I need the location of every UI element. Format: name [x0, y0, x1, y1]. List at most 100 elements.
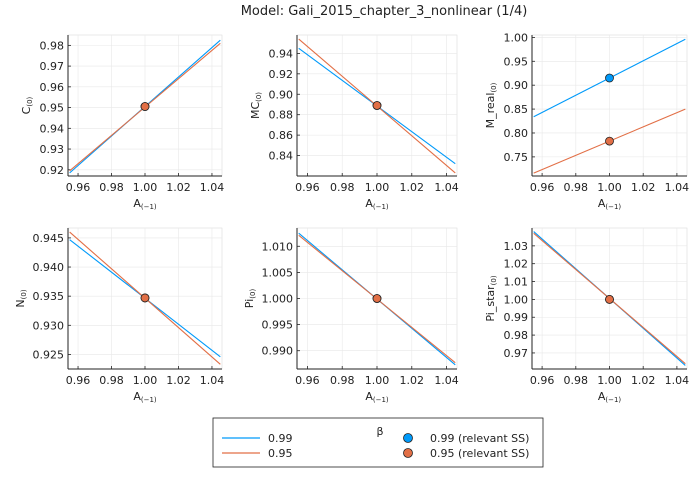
- x-tick-label: 1.02: [631, 374, 656, 387]
- legend-label: 0.99: [268, 432, 293, 445]
- x-tick-label: 0.98: [330, 181, 355, 194]
- legend-label: 0.95: [268, 447, 293, 460]
- subplot-c: 0.96 0.98 1.00 1.02 1.04 0.92 0.93 0.94 0.95 0.96…: [20, 34, 225, 211]
- y-tick-label: 0.925: [33, 348, 65, 361]
- subplot-mc: 0.96 0.98 1.00 1.02 1.04 0.84 0.86 0.88 0.90 0.92…: [249, 34, 459, 211]
- x-axis-label: A(−1): [598, 197, 622, 211]
- x-tick-label: 1.04: [434, 374, 459, 387]
- x-tick-label: 0.96: [66, 181, 91, 194]
- legend-entry: 0.95 (relevant SS): [403, 447, 529, 460]
- y-tick-label: 0.99: [504, 311, 529, 324]
- y-tick-label: 1.03: [504, 240, 529, 253]
- y-tick-label: 0.93: [40, 143, 65, 156]
- x-tick-label: 0.98: [330, 374, 355, 387]
- y-tick-label: 0.930: [33, 319, 65, 332]
- y-tick-label: 1.00: [504, 31, 529, 44]
- x-tick-label: 1.02: [166, 181, 191, 194]
- legend-entry: 0.95: [222, 447, 293, 460]
- x-axis-label: A(−1): [133, 390, 157, 404]
- x-axis-label: A(−1): [365, 197, 389, 211]
- y-axis-label: M_real(0): [484, 82, 498, 128]
- y-tick-label: 0.95: [504, 55, 529, 68]
- y-tick-label: 1.010: [262, 240, 294, 253]
- x-tick-label: 0.96: [295, 374, 320, 387]
- legend-entry: 0.99: [222, 432, 293, 445]
- steady-state-point: [372, 101, 382, 110]
- legend-label: 0.99 (relevant SS): [430, 432, 529, 445]
- y-tick-label: 0.88: [269, 109, 294, 122]
- y-tick-label: 0.97: [504, 347, 529, 360]
- legend: β 0.99 0.95 0.99 (relevant SS) 0.95 (releva…: [212, 417, 544, 468]
- y-tick-label: 0.98: [40, 39, 65, 52]
- steady-state-point: [372, 294, 382, 303]
- figure-title: Model: Gali_2015_chapter_3_nonlinear (1/…: [241, 4, 528, 19]
- x-tick-label: 1.04: [434, 181, 459, 194]
- y-tick-label: 0.96: [40, 81, 65, 94]
- x-tick-label: 1.00: [365, 181, 390, 194]
- subplot-n: 0.96 0.98 1.00 1.02 1.04 0.925 0.930 0.935 0.940…: [14, 227, 225, 404]
- x-tick-label: 1.04: [665, 374, 690, 387]
- y-tick-label: 0.85: [504, 103, 529, 116]
- y-tick-label: 0.935: [33, 290, 65, 303]
- y-tick-label: 0.86: [269, 129, 294, 142]
- y-tick-label: 0.95: [40, 102, 65, 115]
- y-tick-label: 0.990: [262, 345, 294, 358]
- x-tick-label: 1.04: [200, 374, 225, 387]
- y-axis-label: MC(0): [249, 92, 263, 119]
- y-tick-label: 0.90: [269, 88, 294, 101]
- y-axis-label: Pi_star(0): [484, 275, 498, 321]
- x-axis-label: A(−1): [598, 390, 622, 404]
- x-tick-label: 1.00: [597, 181, 622, 194]
- x-tick-label: 1.00: [133, 374, 158, 387]
- y-tick-label: 1.02: [504, 258, 529, 271]
- legend-title: β: [376, 425, 383, 438]
- legend-label: 0.95 (relevant SS): [430, 447, 529, 460]
- legend-marker-swatch: [403, 433, 413, 443]
- y-tick-label: 1.01: [504, 276, 529, 289]
- x-tick-label: 1.04: [665, 181, 690, 194]
- x-tick-label: 0.96: [530, 181, 555, 194]
- x-tick-label: 0.96: [66, 374, 91, 387]
- steady-state-point: [140, 293, 150, 303]
- x-tick-label: 0.98: [564, 181, 589, 194]
- y-tick-label: 0.97: [40, 60, 65, 73]
- legend-marker-swatch: [403, 448, 413, 458]
- steady-state-point: [605, 73, 614, 83]
- x-tick-label: 1.04: [200, 181, 225, 194]
- subplot-m-real: 0.96 0.98 1.00 1.02 1.04 0.75 0.80 0.85 0.90 0.95…: [484, 31, 689, 211]
- y-tick-label: 0.80: [504, 127, 529, 140]
- y-tick-label: 0.92: [269, 68, 294, 81]
- y-tick-label: 0.75: [504, 151, 529, 164]
- x-tick-label: 0.98: [564, 374, 589, 387]
- legend-entry: 0.99 (relevant SS): [403, 432, 529, 445]
- y-tick-label: 0.90: [504, 79, 529, 92]
- y-tick-label: 1.000: [262, 293, 294, 306]
- x-tick-label: 1.02: [166, 374, 191, 387]
- y-tick-label: 0.84: [269, 150, 294, 163]
- y-tick-label: 0.945: [33, 232, 65, 245]
- x-axis-label: A(−1): [365, 390, 389, 404]
- y-axis-label: Pi(0): [243, 289, 257, 309]
- y-tick-label: 0.92: [40, 164, 65, 177]
- y-tick-label: 1.005: [262, 266, 294, 279]
- x-tick-label: 1.02: [631, 181, 656, 194]
- y-tick-label: 1.00: [504, 293, 529, 306]
- x-tick-label: 1.00: [597, 374, 622, 387]
- x-tick-label: 0.96: [530, 374, 555, 387]
- steady-state-point: [605, 136, 614, 146]
- y-axis-label: N(0): [14, 289, 28, 307]
- x-tick-label: 0.96: [295, 181, 320, 194]
- y-tick-label: 0.98: [504, 329, 529, 342]
- x-tick-label: 0.98: [99, 181, 124, 194]
- y-axis-label: C(0): [20, 96, 34, 114]
- y-tick-label: 0.995: [262, 319, 294, 332]
- x-tick-label: 1.00: [365, 374, 390, 387]
- y-tick-label: 0.940: [33, 261, 65, 274]
- subplot-pi: 0.96 0.98 1.00 1.02 1.04 0.990 0.995 1.000 1.005…: [243, 227, 459, 404]
- y-tick-label: 0.94: [269, 47, 294, 60]
- subplot-pi-star: 0.96 0.98 1.00 1.02 1.04 0.97 0.98 0.99 1.00 1.01…: [484, 227, 690, 404]
- steady-state-point: [605, 294, 614, 304]
- x-tick-label: 0.98: [99, 374, 124, 387]
- x-tick-label: 1.02: [400, 181, 425, 194]
